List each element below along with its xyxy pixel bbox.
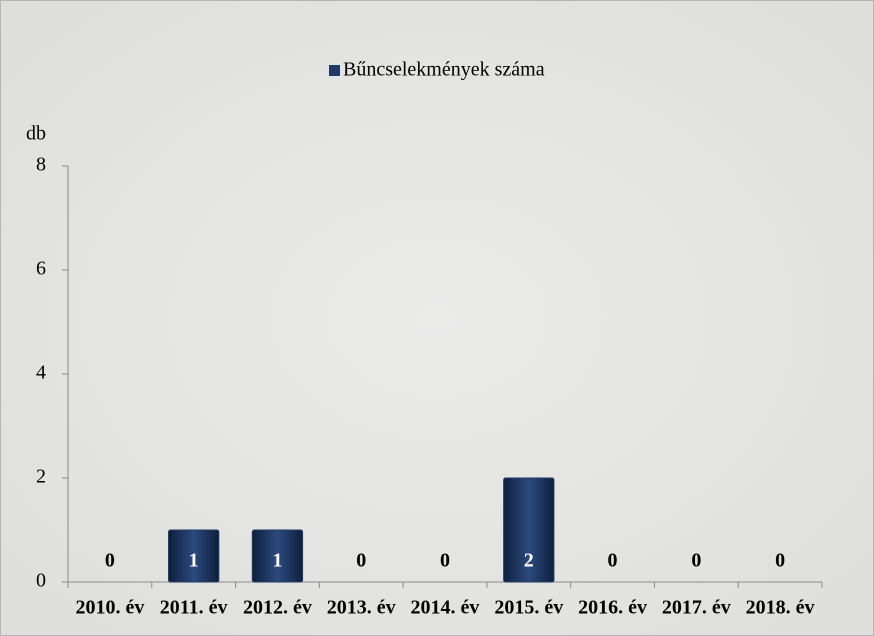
x-tick-label: 2013. év xyxy=(327,597,396,619)
y-tick-label: 4 xyxy=(36,362,46,384)
data-label: 1 xyxy=(189,550,199,572)
x-tick-label: 2014. év xyxy=(411,597,480,619)
x-tick-label: 2015. év xyxy=(494,597,563,619)
bar xyxy=(251,529,304,583)
data-label: 0 xyxy=(105,550,115,572)
data-label: 2 xyxy=(524,550,534,572)
bar xyxy=(168,529,220,583)
bar xyxy=(503,477,555,583)
y-tick-label: 8 xyxy=(36,154,46,176)
data-label: 0 xyxy=(775,550,785,572)
y-tick-label: 6 xyxy=(36,258,46,280)
data-label: 0 xyxy=(691,550,701,572)
x-tick-label: 2011. év xyxy=(160,597,228,619)
data-label: 0 xyxy=(440,550,450,572)
x-tick-label: 2016. év xyxy=(578,597,647,619)
x-tick-label: 2012. év xyxy=(243,597,312,619)
legend-swatch xyxy=(329,65,340,76)
data-label: 0 xyxy=(608,550,618,572)
x-tick-label: 2017. év xyxy=(662,597,731,619)
y-tick-label: 2 xyxy=(36,466,46,488)
x-tick-label: 2010. év xyxy=(75,597,144,619)
data-label: 0 xyxy=(356,550,366,572)
legend-label: Bűncselekmények száma xyxy=(343,59,545,81)
y-axis-label: db xyxy=(26,123,46,145)
y-tick-label: 0 xyxy=(36,570,46,592)
data-label: 1 xyxy=(272,550,282,572)
x-tick-label: 2018. év xyxy=(746,597,815,619)
